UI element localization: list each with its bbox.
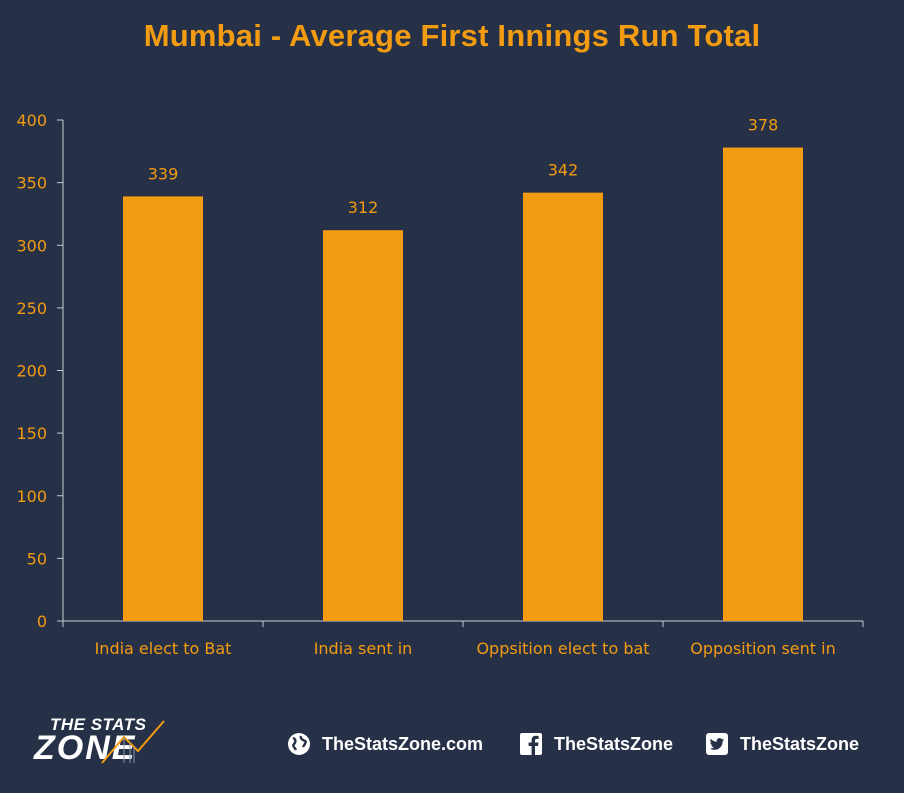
twitter-link[interactable]: TheStatsZone [705,731,859,757]
data-label: 339 [148,164,179,183]
x-tick-label: Opposition sent in [690,639,835,658]
y-tick-label: 100 [16,487,47,506]
y-tick-label: 400 [16,111,47,130]
logo-text-bottom: ZONE [34,729,137,767]
y-tick-label: 350 [16,174,47,193]
y-tick-label: 150 [16,424,47,443]
globe-icon [288,733,310,755]
website-link[interactable]: TheStatsZone.com [287,731,483,757]
y-tick-label: 300 [16,236,47,255]
y-tick-label: 0 [37,612,47,631]
x-tick-label: India elect to Bat [95,639,232,658]
logo-swoosh-icon [101,720,165,764]
chart-panel: Mumbai - Average First Innings Run Total… [0,0,904,695]
bar [323,230,403,621]
chart-title: Mumbai - Average First Innings Run Total [143,18,761,53]
bar [523,192,603,621]
facebook-link[interactable]: TheStatsZone [519,731,673,757]
website-text: TheStatsZone.com [322,733,484,754]
y-tick-label: 50 [27,549,47,568]
x-tick-label: India sent in [314,639,413,658]
bar-chart: 0 50 100 150 200 250 300 350 400 339 India elect t… [16,111,864,658]
data-label: 342 [548,161,579,180]
twitter-text: TheStatsZone [740,733,860,754]
bar [123,196,203,621]
twitter-icon [706,733,728,755]
y-tick-label: 200 [16,362,47,381]
data-label: 312 [348,198,379,217]
data-label: 378 [748,116,779,135]
logo-text-top: THE STATS [50,715,147,734]
stats-zone-logo: THE STATS ZONE [34,715,194,771]
facebook-text: TheStatsZone [554,733,674,754]
x-tick-label: Oppsition elect to bat [476,639,649,658]
facebook-icon [520,733,542,755]
footer: THE STATS ZONE TheStatsZone.com TheStats… [0,695,904,793]
bar [723,147,803,621]
y-tick-label: 250 [16,299,47,318]
